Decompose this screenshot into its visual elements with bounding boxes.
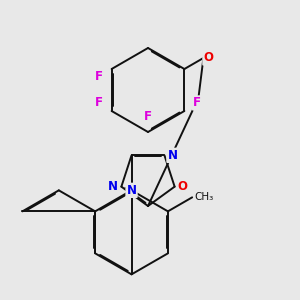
Text: N: N (127, 184, 136, 197)
Text: N: N (167, 149, 178, 162)
Text: F: F (95, 70, 103, 83)
Text: F: F (193, 97, 201, 110)
Text: F: F (144, 110, 152, 122)
Text: F: F (95, 97, 103, 110)
Text: O: O (203, 52, 213, 64)
Text: CH₃: CH₃ (194, 192, 213, 202)
Text: N: N (108, 180, 118, 193)
Text: O: O (178, 180, 188, 193)
